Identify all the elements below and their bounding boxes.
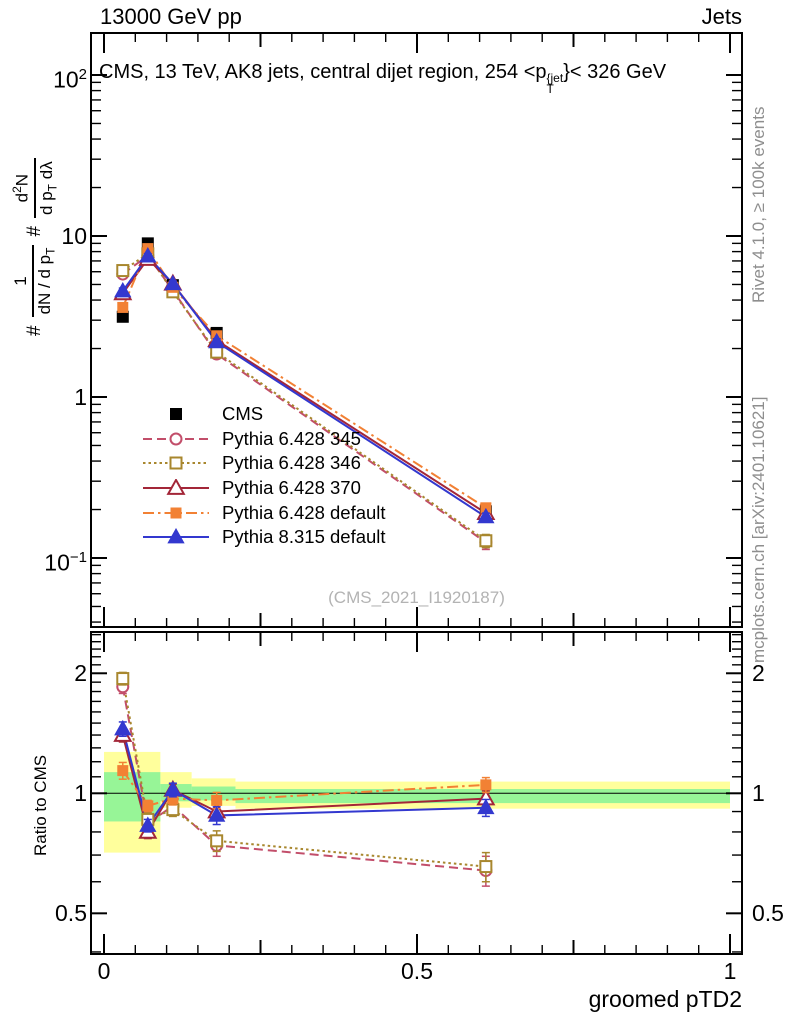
legend-item-pythia-6-428-default: Pythia 6.428 default <box>141 500 386 525</box>
legend-label: Pythia 6.428 default <box>222 501 386 523</box>
xtick-05: 0.5 <box>401 958 433 984</box>
analysis-id-watermark: (CMS_2021_I1920187) <box>328 588 505 607</box>
x-axis-label: groomed pTD2 <box>588 986 742 1012</box>
legend-label: Pythia 6.428 370 <box>222 477 361 499</box>
legend-marker-icon <box>143 479 209 495</box>
frac-1-over-dNdpT: 1 dN / d pT <box>11 244 58 318</box>
legend-item-pythia-6-428-370: Pythia 6.428 370 <box>141 476 386 501</box>
ratio-ytick-1-left: 1 <box>74 780 87 806</box>
legend-label: Pythia 6.428 346 <box>222 452 361 474</box>
legend: CMS Pythia 6.428 345 Pythia 6.428 346 Pythi… <box>141 402 386 550</box>
legend-marker-icon <box>170 408 182 421</box>
legend-marker-icon <box>143 528 209 544</box>
ratio-ytick-05-right: 0.5 <box>752 900 784 926</box>
pt-jet-stack: {jet T <box>546 71 564 96</box>
legend-label: CMS <box>222 403 264 425</box>
legend-label: Pythia 6.428 345 <box>222 427 361 449</box>
ratio-ytick-2-left: 2 <box>74 660 87 686</box>
y-axis-label-ratio: Ratio to CMS <box>31 754 50 856</box>
legend-marker-icon <box>143 432 209 446</box>
frac-d2N-over-dpTdlambda: d2N d pT dλ <box>10 158 59 218</box>
y-axis-label-main: # 1 dN / d pT # d2N d pT dλ <box>10 153 59 336</box>
ratio-ytick-05-left: 0.5 <box>55 900 87 926</box>
xtick-1: 1 <box>723 958 737 984</box>
legend-item-pythia-8-315-default: Pythia 8.315 default <box>141 525 386 550</box>
ytick-100: 102 <box>53 66 87 93</box>
plot-title: CMS, 13 TeV, AK8 jets, central dijet reg… <box>99 61 667 96</box>
beam-energy-label: 13000 GeV pp <box>100 4 242 29</box>
plot-title-text: CMS, 13 TeV, AK8 jets, central dijet reg… <box>99 61 547 83</box>
mcplots-arxiv-note: mcplots.cern.ch [arXiv:2401.10621] <box>749 396 768 663</box>
ratio-ytick-1-right: 1 <box>752 780 765 806</box>
ratio-ytick-2-right: 2 <box>752 660 765 686</box>
legend-item-cms: CMS <box>141 402 386 427</box>
legend-item-pythia-6-428-345: Pythia 6.428 345 <box>141 427 386 452</box>
legend-label: Pythia 8.315 default <box>222 526 386 548</box>
legend-marker-icon <box>143 456 209 470</box>
xtick-0: 0 <box>97 958 111 984</box>
analysis-group-label: Jets <box>701 4 742 29</box>
rivet-version-note: Rivet 4.1.0, ≥ 100k events <box>749 106 768 303</box>
legend-marker-icon <box>143 507 209 519</box>
ytick-1: 1 <box>74 384 87 410</box>
ytick-0p1: 10−1 <box>44 549 87 576</box>
legend-item-pythia-6-428-346: Pythia 6.428 346 <box>141 451 386 476</box>
ytick-10: 10 <box>61 223 87 249</box>
